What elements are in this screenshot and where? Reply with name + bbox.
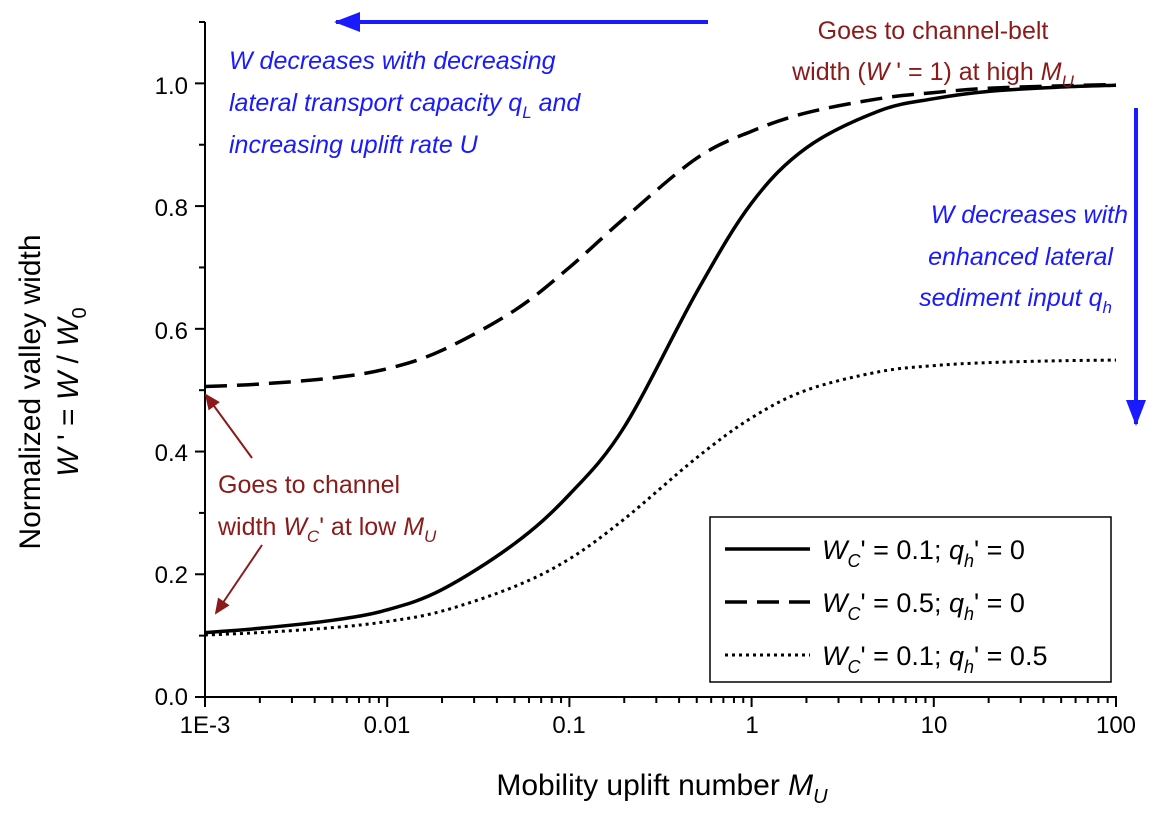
y-tick-label: 0.6 (155, 318, 188, 345)
annotation-bottom-left: Goes to channel width WC' at low MU (217, 471, 437, 546)
x-tick-label: 100 (1096, 712, 1136, 739)
annotation-text: increasing uplift rate U (229, 131, 479, 159)
x-tick-label: 0.01 (364, 712, 411, 739)
y-axis-title-line1: Normalized valley width (14, 234, 47, 549)
legend: WC' = 0.1; qh' = 0 WC' = 0.5; qh' = 0 WC… (709, 516, 1112, 683)
series-group (204, 82, 1117, 637)
annotation-top-right: Goes to channel-belt width (W ' = 1) at … (791, 17, 1074, 91)
legend-label: WC' = 0.1; qh' = 0.5 (822, 641, 1047, 677)
x-tick-label: 10 (921, 712, 948, 739)
annotation-text: enhanced lateral (928, 243, 1114, 271)
annotation-top-left: W decreases with decreasing lateral tran… (229, 47, 581, 159)
annotation-text: Goes to channel (218, 471, 400, 499)
axis-ticks (195, 21, 1117, 707)
annotation-text: W decreases with (931, 201, 1128, 229)
arrow-red-up (204, 393, 253, 459)
legend-label: WC' = 0.5; qh' = 0 (822, 588, 1025, 624)
x-axis-title: Mobility uplift number MU (496, 769, 828, 808)
annotation-text: lateral transport capacity qL and (229, 89, 581, 122)
series-line-dotted (204, 358, 1117, 637)
x-tick-label: 1E-3 (180, 712, 231, 739)
annotation-text: width (W ' = 1) at high MU (791, 58, 1074, 91)
x-tick-labels: 1E-3 0.01 0.1 1 10 100 (180, 712, 1136, 739)
y-tick-label: 1.0 (155, 73, 188, 100)
y-axis-title-line2: W ' = W / W0 (52, 307, 91, 476)
y-tick-labels: 0.0 0.2 0.4 0.6 0.8 1.0 (155, 73, 188, 711)
series-line-dashed (204, 82, 1117, 389)
y-tick-label: 0.0 (155, 684, 188, 711)
legend-label: WC' = 0.1; qh' = 0 (822, 535, 1025, 571)
y-tick-label: 0.4 (155, 440, 188, 467)
arrow-red-down (214, 544, 263, 615)
annotation-text: sediment input qh (919, 284, 1112, 317)
annotation-right: W decreases with enhanced lateral sedime… (919, 201, 1128, 317)
x-tick-label: 0.1 (552, 712, 585, 739)
y-tick-label: 0.8 (155, 195, 188, 222)
series-line-solid (204, 83, 1117, 635)
x-tick-label: 1 (745, 712, 758, 739)
annotation-text: W decreases with decreasing (229, 47, 556, 75)
annotation-text: width WC' at low MU (217, 513, 437, 546)
y-tick-label: 0.2 (155, 562, 188, 589)
annotation-text: Goes to channel-belt (818, 17, 1049, 45)
